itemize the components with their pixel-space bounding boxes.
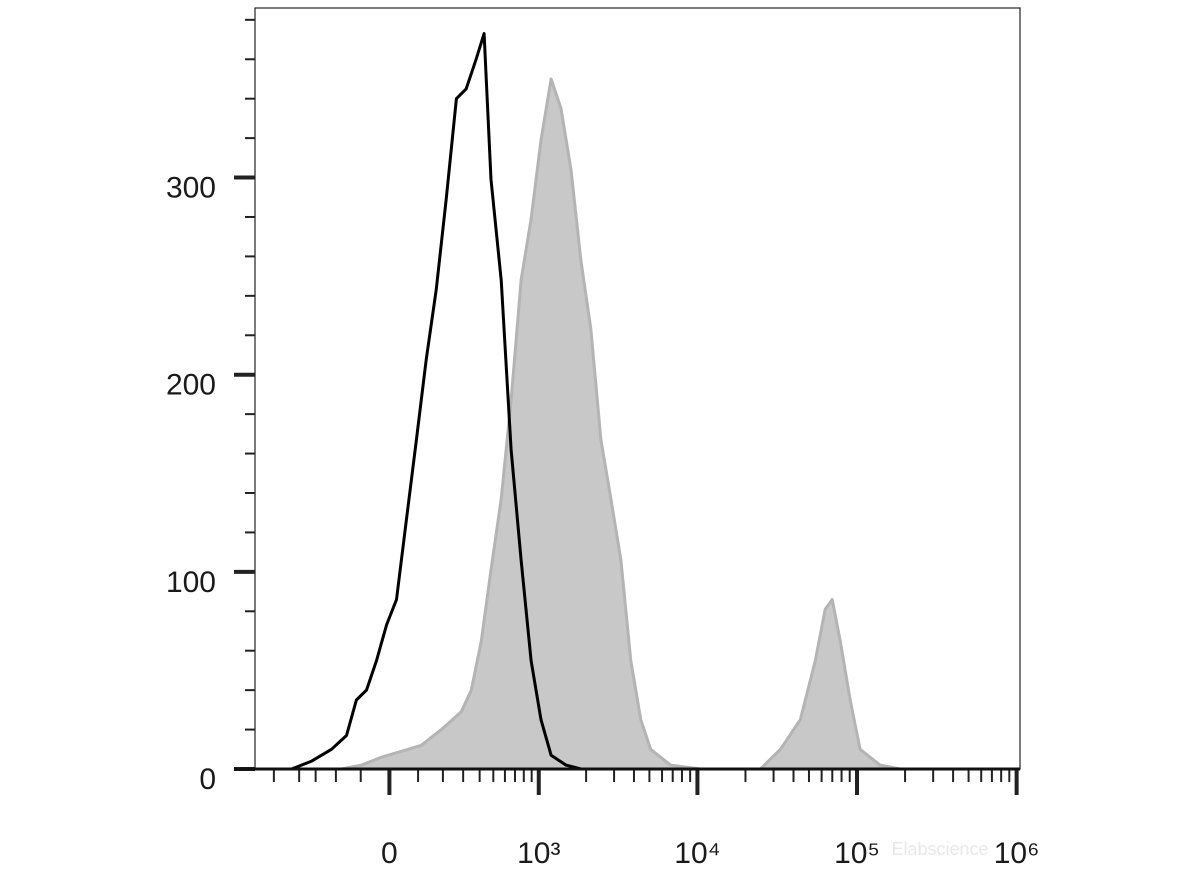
- x-tick-label: 0: [381, 837, 398, 870]
- y-tick-label: 300: [166, 171, 216, 204]
- histogram-line: [291, 32, 1017, 771]
- x-tick-label: 10⁵: [834, 837, 880, 870]
- plot-frame: [254, 7, 1021, 770]
- histogram-area: [339, 77, 1019, 771]
- watermark: Elabscience: [891, 839, 988, 859]
- y-tick-label: 0: [199, 763, 216, 796]
- y-tick-label: 200: [166, 369, 216, 402]
- x-tick-label: 10⁶: [994, 837, 1040, 870]
- x-tick-label: 10³: [517, 837, 560, 870]
- y-tick-label: 100: [166, 566, 216, 599]
- x-tick-label: 10⁴: [674, 837, 720, 870]
